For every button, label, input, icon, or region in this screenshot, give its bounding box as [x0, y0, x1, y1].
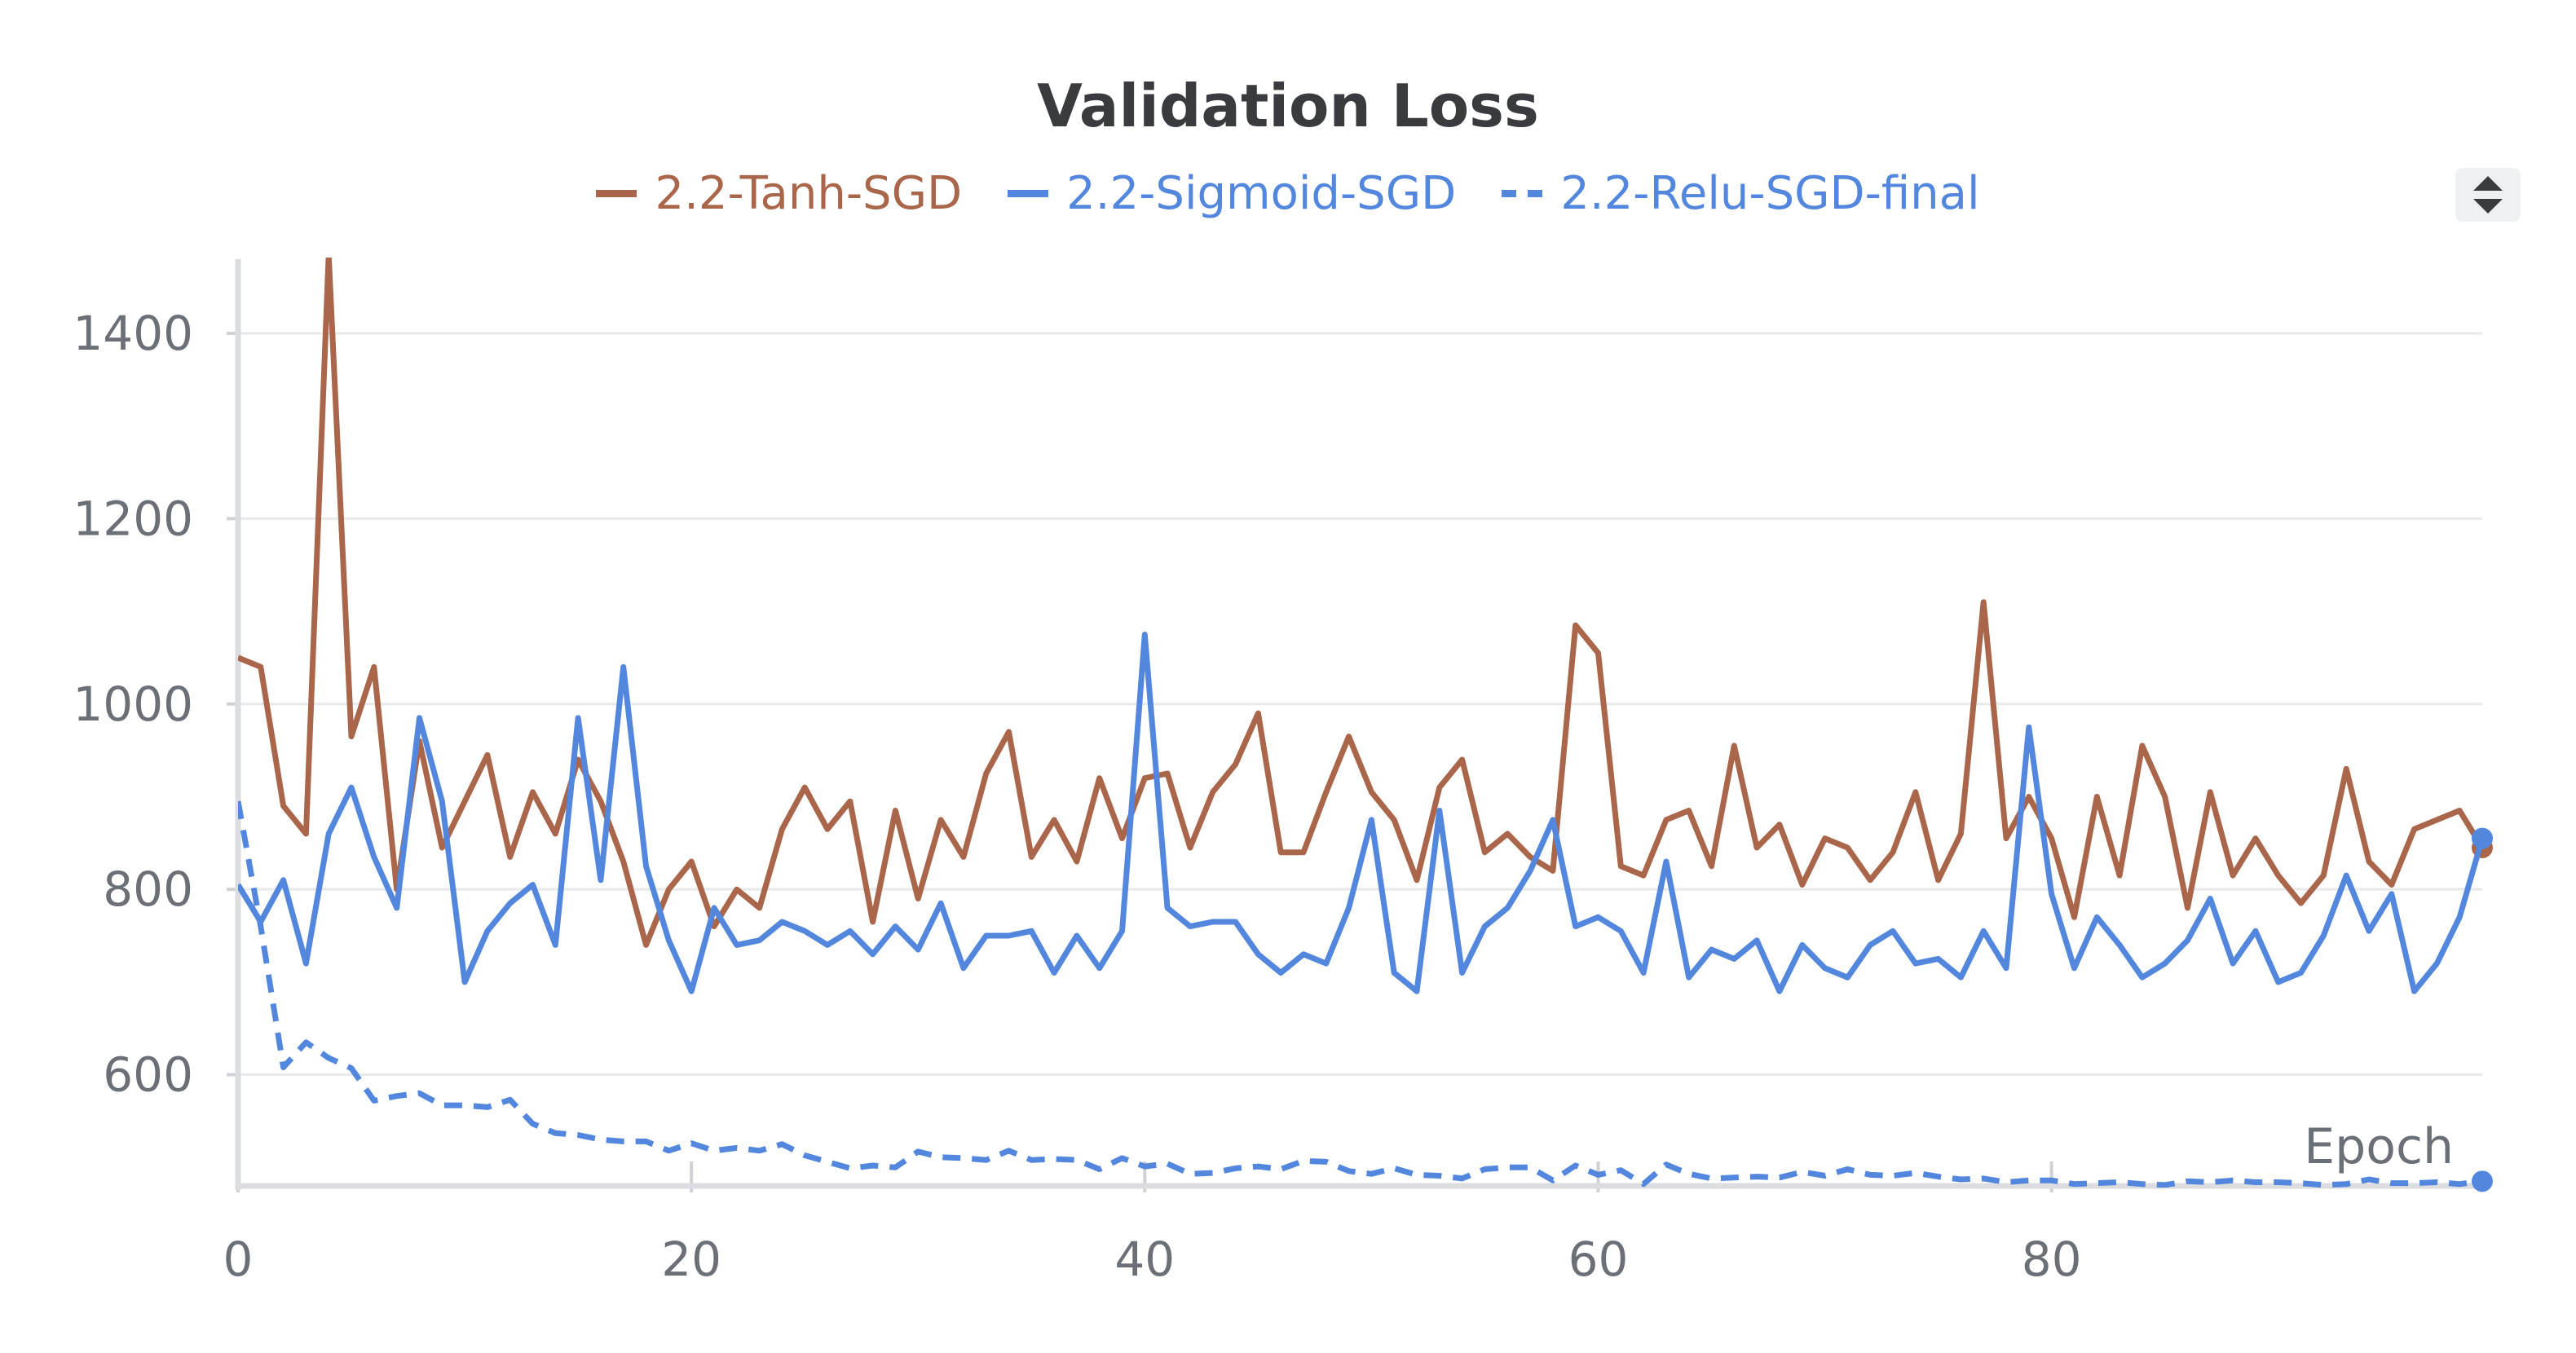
- legend-label-relu: 2.2-Relu-SGD-final: [1560, 167, 1980, 220]
- x-tick-label: 20: [661, 1232, 721, 1287]
- x-axis-label: Epoch: [2304, 1118, 2454, 1175]
- series-line-2: [238, 800, 2483, 1188]
- legend-scroll-button[interactable]: [2455, 168, 2521, 222]
- x-tick-label: 60: [1568, 1232, 1629, 1287]
- series-endpoint-1: [2472, 827, 2493, 849]
- y-tick-label: 800: [103, 862, 193, 917]
- legend-item-tanh[interactable]: 2.2-Tanh-SGD: [596, 167, 962, 220]
- legend-label-tanh: 2.2-Tanh-SGD: [655, 167, 963, 220]
- y-tick-label: 1400: [73, 306, 193, 361]
- x-tick-label: 80: [2022, 1232, 2082, 1287]
- x-tick-label: 0: [223, 1232, 254, 1287]
- series-line-0: [238, 258, 2485, 948]
- legend-label-sigmoid: 2.2-Sigmoid-SGD: [1066, 167, 1457, 220]
- legend: 2.2-Tanh-SGD 2.2-Sigmoid-SGD 2.2-Relu-SG…: [0, 167, 2576, 220]
- y-tick-label: 600: [103, 1047, 193, 1103]
- legend-swatch-tanh: [596, 190, 637, 197]
- up-down-arrow-icon: [2473, 176, 2503, 214]
- series-endpoint-2: [2472, 1170, 2493, 1192]
- series-line-1: [238, 632, 2486, 994]
- legend-item-relu[interactable]: 2.2-Relu-SGD-final: [1502, 167, 1980, 220]
- y-tick-label: 1000: [73, 676, 193, 732]
- chart-title: Validation Loss: [1037, 72, 1539, 140]
- legend-swatch-sigmoid: [1008, 190, 1049, 197]
- x-tick-label: 40: [1114, 1232, 1175, 1287]
- legend-item-sigmoid[interactable]: 2.2-Sigmoid-SGD: [1008, 167, 1456, 220]
- y-tick-label: 1200: [73, 491, 193, 546]
- legend-swatch-relu: [1502, 190, 1543, 197]
